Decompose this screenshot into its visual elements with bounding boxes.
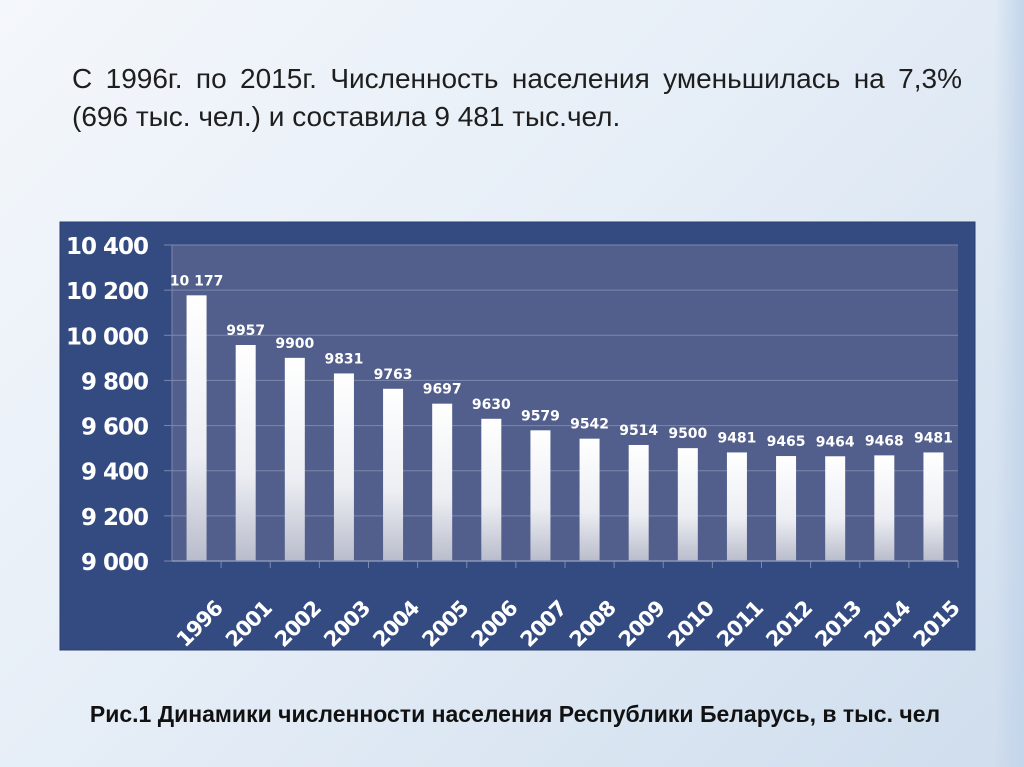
data-label: 9514 — [619, 423, 658, 439]
y-tick-label: 9 800 — [81, 369, 148, 395]
bar-2003 — [333, 373, 354, 561]
data-label: 9468 — [865, 433, 904, 449]
data-label: 9831 — [324, 351, 363, 367]
bar-2011 — [726, 452, 747, 561]
figure-caption: Рис.1 Динамики численности населения Рес… — [89, 701, 941, 727]
y-tick-label: 10 000 — [66, 324, 148, 350]
data-label: 9481 — [717, 430, 756, 446]
bar-2002 — [284, 357, 305, 561]
data-label: 9542 — [570, 417, 609, 433]
bar-2006 — [481, 418, 502, 561]
bar-2004 — [383, 388, 404, 561]
y-tick-label: 10 400 — [66, 234, 148, 260]
bars: 10 177 9957 9900 9831 9763 9697 9630 9579 9542 95… — [170, 273, 953, 561]
bar-2007 — [530, 430, 551, 561]
background-stripe — [994, 0, 1024, 767]
y-tick-label: 9 000 — [81, 550, 148, 576]
bar-2005 — [432, 403, 453, 561]
data-label: 9900 — [275, 336, 314, 352]
slide-heading: С 1996г. по 2015г. Численность населения… — [72, 63, 962, 132]
bar-1996 — [186, 295, 207, 561]
bar-2010 — [677, 448, 698, 561]
bar-2008 — [579, 438, 600, 561]
data-label: 9579 — [521, 408, 560, 424]
bar-2001 — [235, 344, 256, 561]
data-label: 9630 — [472, 397, 511, 413]
data-label: 9763 — [374, 367, 413, 383]
bar-2009 — [628, 444, 649, 561]
data-label: 9957 — [226, 323, 265, 339]
y-tick-label: 9 200 — [81, 505, 148, 531]
data-label: 9481 — [914, 430, 953, 446]
bar-2015 — [923, 452, 944, 561]
y-tick-label: 9 600 — [81, 415, 148, 441]
y-axis-ticks: 9 000 9 200 9 400 9 600 9 800 10 000 10 200 10 … — [66, 234, 149, 576]
data-label: 9464 — [816, 434, 855, 450]
data-label: 9465 — [767, 434, 806, 450]
y-tick-label: 10 200 — [66, 279, 148, 305]
data-label: 9697 — [423, 382, 462, 398]
y-tick-label: 9 400 — [81, 460, 148, 486]
bar-2013 — [825, 456, 846, 561]
bar-2014 — [874, 455, 895, 561]
bar-2012 — [776, 456, 797, 561]
data-label: 10 177 — [170, 273, 224, 289]
data-label: 9500 — [668, 426, 707, 442]
